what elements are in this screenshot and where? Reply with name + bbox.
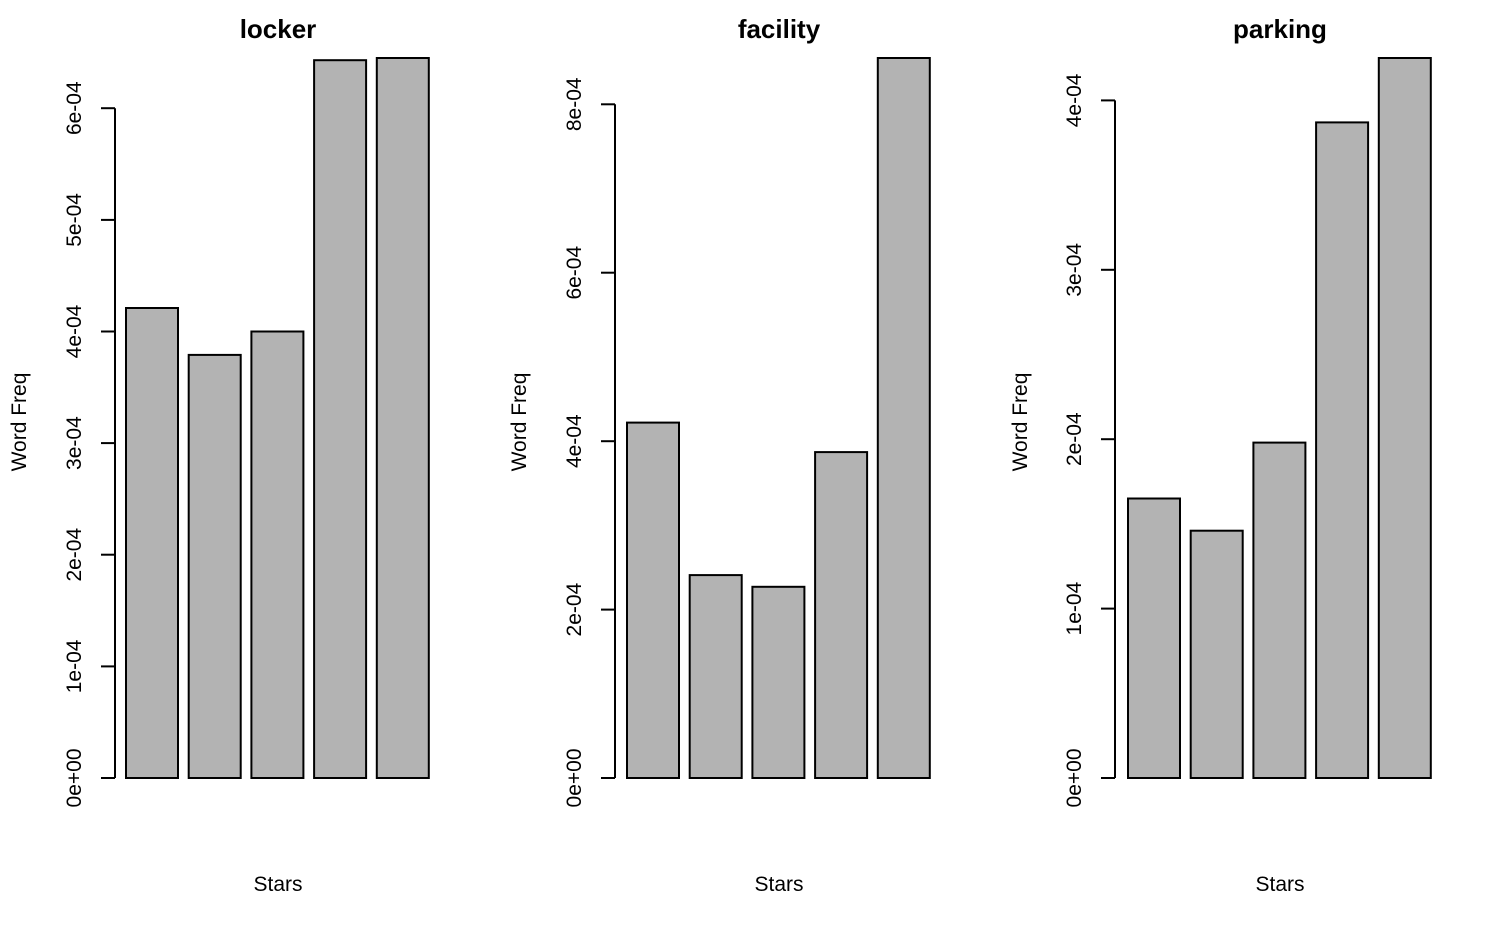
bar-series	[1127, 57, 1432, 780]
bar-series	[626, 57, 931, 779]
bar-2	[1189, 529, 1244, 780]
y-tick-label: 4e-04	[1063, 73, 1086, 127]
bar-4	[814, 451, 869, 779]
y-tick-label: 8e-04	[563, 77, 586, 131]
bar-2	[187, 353, 242, 779]
bar-2	[688, 574, 743, 779]
x-axis-label: Stars	[253, 873, 302, 896]
x-axis-label: Stars	[1255, 873, 1304, 896]
bar-1	[125, 307, 179, 779]
y-tick-label: 6e-04	[563, 246, 586, 300]
y-tick-label: 6e-04	[63, 81, 86, 135]
bar-3	[1252, 441, 1307, 779]
y-tick-label: 4e-04	[63, 304, 86, 358]
y-axis-label: Word Freq	[8, 373, 31, 472]
y-tick-label: 0e+00	[1063, 749, 1086, 808]
chart-title: parking	[1233, 14, 1327, 44]
bar-3	[250, 330, 305, 779]
y-axis-label: Word Freq	[508, 373, 531, 472]
y-tick-label: 2e-04	[563, 582, 586, 636]
y-tick-label: 3e-04	[1063, 243, 1086, 297]
y-tick-label: 5e-04	[63, 193, 86, 247]
bar-1	[1127, 497, 1181, 779]
bar-3	[751, 585, 806, 779]
y-axis-label: Word Freq	[1009, 373, 1032, 472]
y-tick-label: 0e+00	[63, 749, 86, 808]
y-tick-label: 4e-04	[563, 414, 586, 468]
y-tick-label: 1e-04	[1063, 581, 1086, 635]
bar-1	[626, 421, 680, 779]
bar-5	[375, 57, 430, 779]
y-axis: 0e+00 1e-04 2e-04 3e-04 4e-04 5e-04 6e-04	[63, 81, 116, 808]
bar-4	[313, 59, 368, 779]
y-tick-label: 2e-04	[63, 528, 86, 582]
y-axis: 0e+00 2e-04 4e-04 6e-04 8e-04	[563, 77, 616, 808]
chart-panel-locker: locker Word Freq Stars 0e+00 1e-04 2e-04 3e…	[8, 14, 430, 896]
y-tick-label: 0e+00	[563, 749, 586, 808]
chart-title: facility	[738, 14, 821, 44]
chart-panel-facility: facility Word Freq Stars 0e+00 2e-04 4e-04…	[508, 14, 931, 896]
chart-title: locker	[240, 14, 317, 44]
chart-panel-parking: parking Word Freq Stars 0e+00 1e-04 2e-04 3…	[1009, 14, 1432, 896]
bar-5	[876, 57, 931, 779]
y-tick-label: 1e-04	[63, 639, 86, 693]
y-tick-label: 2e-04	[1063, 412, 1086, 466]
bar-4	[1315, 121, 1370, 779]
y-axis: 0e+00 1e-04 2e-04 3e-04 4e-04	[1063, 73, 1116, 808]
x-axis-label: Stars	[754, 873, 803, 896]
y-tick-label: 3e-04	[63, 416, 86, 470]
bar-5	[1377, 57, 1432, 779]
bar-series	[125, 57, 430, 779]
